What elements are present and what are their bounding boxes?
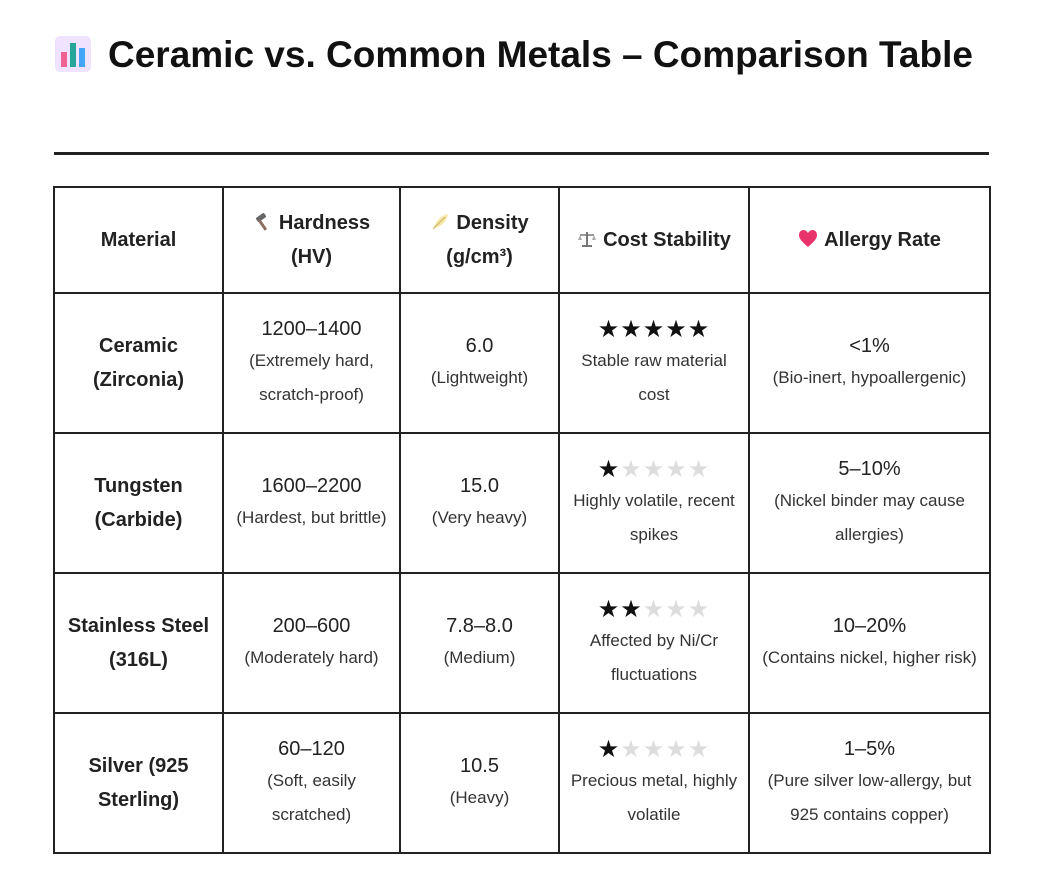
- star-empty-icon: ★: [687, 595, 711, 623]
- star-filled-icon: ★: [620, 315, 643, 343]
- header-material: Material: [53, 186, 224, 294]
- star-empty-icon: ★: [642, 455, 666, 483]
- hardness-cell: 1600–2200 (Hardest, but brittle): [222, 432, 401, 574]
- header-allergy: Allergy Rate: [748, 186, 991, 294]
- header-density: Density (g/cm³): [399, 186, 560, 294]
- scale-icon: [578, 232, 597, 247]
- star-empty-icon: ★: [687, 735, 711, 763]
- star-empty-icon: ★: [620, 735, 643, 763]
- star-empty-icon: ★: [665, 455, 688, 483]
- cost-cell: ★★★★★ Highly volatile, recent spikes: [558, 432, 750, 574]
- table-row: Stainless Steel (316L) 200–600 (Moderatel…: [53, 572, 991, 714]
- star-empty-icon: ★: [687, 455, 711, 483]
- allergy-cell: <1% (Bio-inert, hypoallergenic): [748, 292, 991, 434]
- star-filled-icon: ★: [597, 455, 621, 483]
- comparison-table: Material Hardness (HV) Density (g/cm³) C…: [53, 186, 991, 854]
- star-empty-icon: ★: [665, 735, 688, 763]
- hardness-cell: 1200–1400 (Extremely hard, scratch-proof): [222, 292, 401, 434]
- bar-chart-icon: [55, 36, 91, 72]
- cost-cell: ★★★★★ Affected by Ni/Cr fluctuations: [558, 572, 750, 714]
- material-cell: Silver (925 Sterling): [53, 712, 224, 854]
- table-header-row: Material Hardness (HV) Density (g/cm³) C…: [53, 186, 991, 294]
- hammer-icon: [255, 212, 267, 231]
- header-cost: Cost Stability: [558, 186, 750, 294]
- cost-cell: ★★★★★ Stable raw material cost: [558, 292, 750, 434]
- star-filled-icon: ★: [620, 595, 643, 623]
- star-filled-icon: ★: [597, 735, 621, 763]
- title-block: Ceramic vs. Common Metals – Comparison T…: [54, 26, 989, 84]
- material-cell: Tungsten (Carbide): [53, 432, 224, 574]
- heart-icon: [799, 230, 818, 247]
- star-empty-icon: ★: [665, 595, 688, 623]
- allergy-cell: 1–5% (Pure silver low-allergy, but 925 co…: [748, 712, 991, 854]
- star-empty-icon: ★: [642, 735, 666, 763]
- page-title-text: Ceramic vs. Common Metals – Comparison T…: [108, 34, 973, 75]
- star-empty-icon: ★: [642, 595, 666, 623]
- star-filled-icon: ★: [665, 315, 688, 343]
- allergy-cell: 5–10% (Nickel binder may cause allergies): [748, 432, 991, 574]
- star-rating: ★★★★★: [566, 454, 742, 484]
- allergy-cell: 10–20% (Contains nickel, higher risk): [748, 572, 991, 714]
- table-row: Silver (925 Sterling) 60–120 (Soft, easil…: [53, 712, 991, 854]
- density-cell: 15.0 (Very heavy): [399, 432, 560, 574]
- star-rating: ★★★★★: [566, 314, 742, 344]
- density-cell: 10.5 (Heavy): [399, 712, 560, 854]
- star-filled-icon: ★: [597, 315, 621, 343]
- density-cell: 6.0 (Lightweight): [399, 292, 560, 434]
- star-empty-icon: ★: [620, 455, 643, 483]
- material-cell: Ceramic (Zirconia): [53, 292, 224, 434]
- title-divider: [54, 152, 989, 155]
- density-cell: 7.8–8.0 (Medium): [399, 572, 560, 714]
- star-filled-icon: ★: [642, 315, 666, 343]
- hardness-cell: 200–600 (Moderately hard): [222, 572, 401, 714]
- page-title: Ceramic vs. Common Metals – Comparison T…: [54, 26, 989, 84]
- star-rating: ★★★★★: [566, 734, 742, 764]
- table-row: Ceramic (Zirconia) 1200–1400 (Extremely h…: [53, 292, 991, 434]
- hardness-cell: 60–120 (Soft, easily scratched): [222, 712, 401, 854]
- star-rating: ★★★★★: [566, 594, 742, 624]
- header-hardness: Hardness (HV): [222, 186, 401, 294]
- star-filled-icon: ★: [687, 315, 711, 343]
- material-cell: Stainless Steel (316L): [53, 572, 224, 714]
- table-row: Tungsten (Carbide) 1600–2200 (Hardest, bu…: [53, 432, 991, 574]
- feather-icon: [433, 214, 449, 230]
- cost-cell: ★★★★★ Precious metal, highly volatile: [558, 712, 750, 854]
- star-filled-icon: ★: [597, 595, 621, 623]
